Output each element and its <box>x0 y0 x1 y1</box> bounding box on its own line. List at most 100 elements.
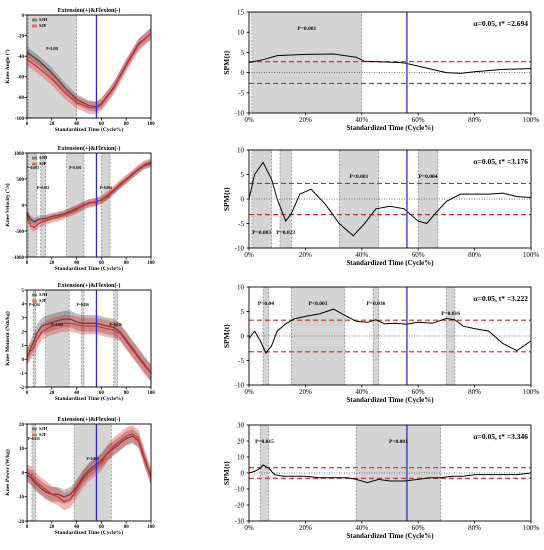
y-tick-label: -1 <box>20 372 25 377</box>
significance-region <box>279 150 292 248</box>
y-tick-label: 500 <box>17 178 25 183</box>
legend-label: SJF <box>39 23 47 28</box>
series-line <box>27 161 151 229</box>
significance-region <box>372 287 380 385</box>
region-label: P=0.015 <box>28 437 41 441</box>
significance-region <box>31 424 36 521</box>
region-label: P=0.023 <box>276 230 295 236</box>
y-tick-label: 0 <box>241 469 245 477</box>
legend-swatch <box>32 24 37 28</box>
x-tick-label: 60 <box>99 391 105 396</box>
x-tick-label: 100 <box>147 391 155 396</box>
region-label: P=0.004 <box>419 174 438 180</box>
chart-title: Extension(+)&Flexion(-) <box>58 282 121 289</box>
x-tick-label: 20% <box>299 251 312 259</box>
region-label: P=0.036 <box>366 301 385 307</box>
series-band <box>27 310 151 382</box>
y-tick-label: -5 <box>238 220 244 228</box>
y-axis-label: SPM{t} <box>222 50 231 74</box>
series-line <box>27 435 151 498</box>
plot-area <box>249 287 531 385</box>
x-axis-label: Standardized Time (Cycle%) <box>55 395 124 402</box>
y-axis-label: Knee Power (W/kg) <box>4 449 11 496</box>
x-tick-label: 40% <box>355 251 368 259</box>
plot-area <box>249 150 531 248</box>
region-label: P=0.04 <box>258 301 274 307</box>
x-tick-label: 60% <box>412 116 425 124</box>
legend-label: SJH <box>39 17 48 22</box>
x-tick-label: 80 <box>124 261 130 266</box>
series-band <box>27 158 151 232</box>
threshold-annotation: α=0.05, t* =3.346 <box>473 432 528 441</box>
x-axis-label: Standardized Time (Cycle%) <box>346 532 434 540</box>
x-tick-label: 40 <box>74 525 80 530</box>
region-label: P=0.023 <box>37 186 50 190</box>
y-tick-label: 5 <box>241 171 245 179</box>
legend-swatch <box>32 18 37 22</box>
y-tick-label: 5 <box>22 289 25 294</box>
x-tick-label: 100 <box>147 122 155 127</box>
y-tick-label: 3 <box>22 316 25 321</box>
y-tick-label: 2 <box>22 330 25 335</box>
y-tick-label: -10 <box>235 244 245 252</box>
y-tick-label: 10 <box>237 146 245 154</box>
x-tick-label: 60% <box>412 388 425 396</box>
region-label: P=0.001 <box>297 26 316 32</box>
threshold-annotation: α=0.05, t* =2.694 <box>473 19 528 28</box>
legend-swatch <box>32 293 37 297</box>
region-label: P<0.001 <box>51 323 64 327</box>
x-tick-label: 80 <box>124 525 130 530</box>
series-line <box>249 161 531 237</box>
y-tick-label: 1 <box>22 344 25 349</box>
axes-frame <box>248 11 532 114</box>
x-tick-label: 80 <box>124 391 130 396</box>
y-tick-label: 5 <box>241 49 245 57</box>
y-tick-label: 10 <box>19 447 25 452</box>
x-tick-label: 0% <box>244 388 254 396</box>
x-axis-label: Standardized Time (Cycle%) <box>346 124 434 132</box>
y-tick-label: 20 <box>19 423 25 428</box>
x-tick-label: 20% <box>299 524 312 532</box>
significance-region <box>446 287 456 385</box>
x-tick-label: 20 <box>49 391 55 396</box>
y-tick-label: 10 <box>237 283 245 291</box>
x-tick-label: 80% <box>468 251 481 259</box>
series-line <box>249 308 531 355</box>
panel-R3: 0% 20% 40% 60% 80% 100% -10 -5 0 5 10 Standardized … <box>222 283 539 404</box>
axes-frame <box>26 289 152 388</box>
series-line <box>27 318 151 374</box>
region-label: P<0.001 <box>350 174 369 180</box>
x-tick-label: 40% <box>355 116 368 124</box>
x-tick-label: 40 <box>74 122 80 127</box>
significance-region <box>417 150 439 248</box>
y-tick-label: -30 <box>235 517 245 525</box>
x-tick-label: 100 <box>147 525 155 530</box>
x-axis-label: Standardized Time (Cycle%) <box>55 265 124 272</box>
y-tick-label: 5 <box>241 308 245 316</box>
y-tick-label: 0 <box>241 332 245 340</box>
x-tick-label: 40% <box>355 388 368 396</box>
series-line <box>249 464 531 484</box>
region-label: P<0.001 <box>309 301 328 307</box>
chart-title: Extension(+)&Flexion(-) <box>58 416 121 423</box>
y-tick-label: 4 <box>22 303 25 308</box>
y-tick-label: -2 <box>20 386 25 391</box>
series-band <box>27 314 151 382</box>
region-label: P=0.015 <box>255 439 274 445</box>
y-tick-label: -10 <box>235 485 245 493</box>
y-axis-label: SPM{t} <box>222 187 231 211</box>
significance-region <box>251 12 363 113</box>
x-tick-label: 0% <box>244 251 254 259</box>
region-label: P=0.04 <box>29 303 40 307</box>
region-label: P<0.001 <box>87 457 100 461</box>
y-tick-label: -20 <box>17 34 24 39</box>
plot-area <box>249 425 531 521</box>
y-tick-label: -500 <box>15 230 25 235</box>
y-axis-label: Knee Moment (Nm/kg) <box>4 311 11 366</box>
x-tick-label: 40% <box>355 524 368 532</box>
y-axis-label: Knee Angle (°) <box>4 49 11 83</box>
y-tick-label: -20 <box>17 520 24 525</box>
y-tick-label: -5 <box>238 357 244 365</box>
x-tick-label: 0% <box>244 116 254 124</box>
region-label: P=0.036 <box>77 303 90 307</box>
